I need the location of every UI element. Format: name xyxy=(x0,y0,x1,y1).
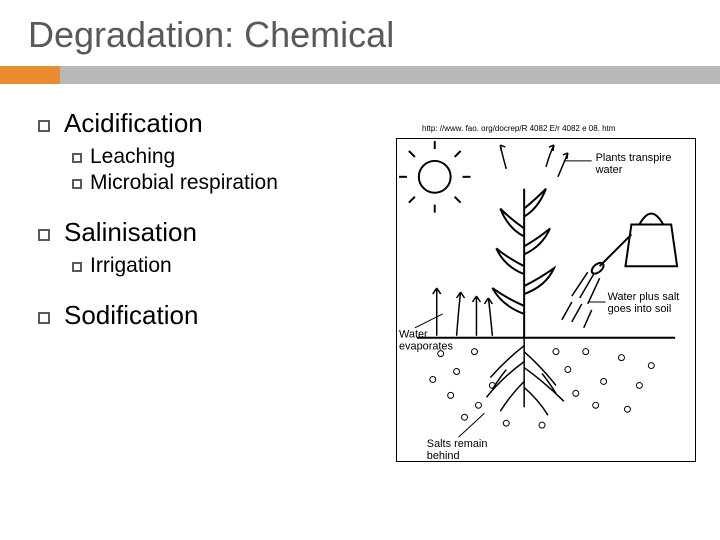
list-item-label: Salinisation xyxy=(64,217,197,248)
label-waterplus-1: Water plus salt xyxy=(608,291,680,303)
label-salts-2: behind xyxy=(427,450,460,461)
sub-list-item-label: Irrigation xyxy=(90,254,172,278)
label-transpire-1: Plants transpire xyxy=(596,152,672,164)
square-bullet-icon xyxy=(72,179,82,189)
list-item-label: Acidification xyxy=(64,108,203,139)
label-waterplus-2: goes into soil xyxy=(608,303,672,315)
water-stream-icon xyxy=(562,272,600,328)
roots-icon xyxy=(486,338,563,415)
accent-bar xyxy=(0,66,720,84)
page-title: Degradation: Chemical xyxy=(0,0,720,66)
salinisation-diagram: Plants transpire water Water plus salt g… xyxy=(396,138,696,462)
salt-particles-icon xyxy=(430,349,654,428)
label-evap-2: evaporates xyxy=(399,341,454,353)
evaporation-arrows-icon xyxy=(433,288,493,336)
diagram-labels: Plants transpire water Water plus salt g… xyxy=(399,152,679,461)
label-evap-1: Water xyxy=(399,329,428,341)
accent-left xyxy=(0,66,60,84)
square-bullet-icon xyxy=(38,120,50,132)
list-item: Acidification xyxy=(38,108,720,139)
watering-can-icon xyxy=(590,214,677,276)
sub-list-item-label: Microbial respiration xyxy=(90,171,278,195)
figure-caption: http: //www. fao. org/docrep/R 4082 E/r … xyxy=(422,124,615,133)
accent-right xyxy=(60,66,720,84)
sub-list-item-label: Leaching xyxy=(90,145,175,169)
sun-icon xyxy=(399,141,471,213)
square-bullet-icon xyxy=(38,229,50,241)
label-transpire-2: water xyxy=(595,164,623,176)
list-item-label: Sodification xyxy=(64,300,198,331)
square-bullet-icon xyxy=(72,262,82,272)
plant-icon xyxy=(492,189,554,338)
label-salts-1: Salts remain xyxy=(427,438,488,450)
square-bullet-icon xyxy=(72,153,82,163)
square-bullet-icon xyxy=(38,312,50,324)
transpire-arrows-icon xyxy=(500,145,568,177)
